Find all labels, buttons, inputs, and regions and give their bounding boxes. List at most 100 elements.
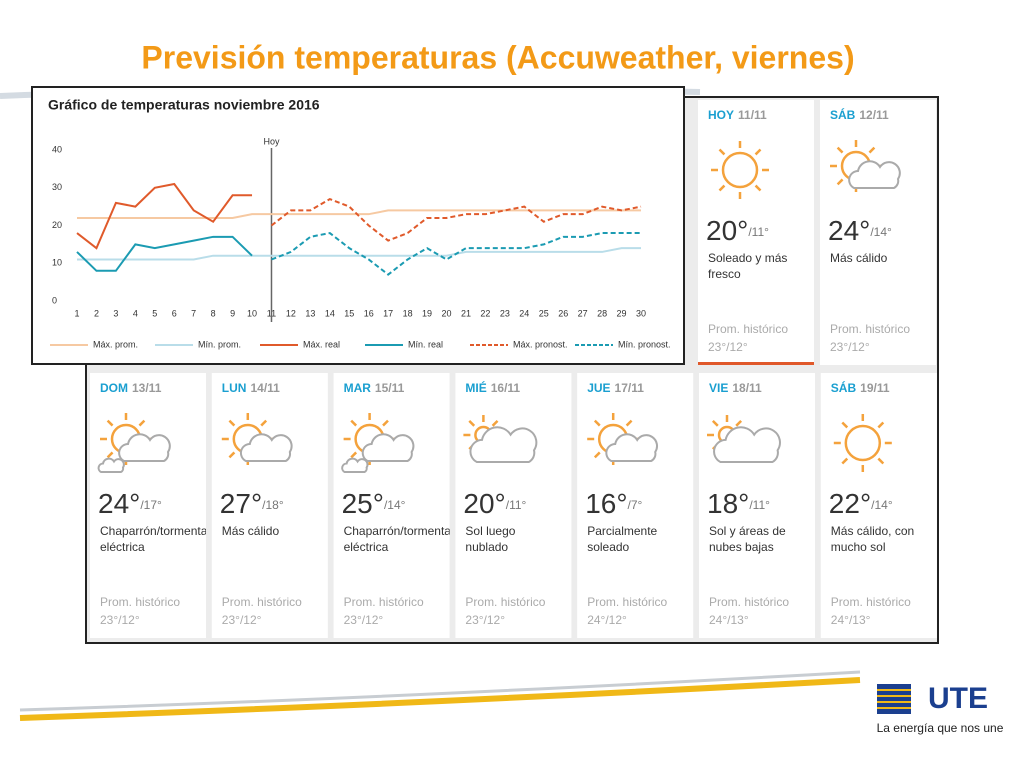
x-tick-label: 17 <box>383 308 393 318</box>
card-hist-label: Prom. histórico <box>222 595 302 609</box>
card-hist-label: Prom. histórico <box>344 595 424 609</box>
deco-swoosh <box>19 677 861 721</box>
card-desc: Más cálido <box>222 524 280 538</box>
series-line <box>76 182 253 250</box>
card-date: HOY 11/11 <box>708 108 767 122</box>
y-tick-label: 40 <box>52 144 62 154</box>
card-high: 20° <box>463 488 505 519</box>
card-temp: 22°/14° <box>829 488 893 519</box>
card-content: VIE 18/11 18°/11° Sol y áreas de nubes bajas… <box>707 381 789 627</box>
icon-ray <box>350 451 358 459</box>
icon-cloud <box>118 433 171 462</box>
card-bg <box>455 373 572 638</box>
card-day: JUE <box>587 381 610 395</box>
icon-ray <box>754 148 762 156</box>
icon-ray <box>491 419 499 427</box>
logo-stripes <box>877 689 911 709</box>
slide-title: Previsión temperaturas (Accuweather, vie… <box>141 39 854 75</box>
forecast-card: HOY 11/11 20°/11° Soleado y más fresco Prom. … <box>698 100 814 365</box>
x-tick-label: 18 <box>403 308 413 318</box>
icon-ray <box>877 457 885 465</box>
icon-ray <box>735 419 743 427</box>
card-hist: 24°/13° <box>831 613 871 627</box>
forecast-card: DOM 13/11 24°/17° Chaparrón/tormenta eléctri… <box>90 373 206 638</box>
icon-ray <box>754 184 762 192</box>
x-tick-label: 16 <box>364 308 374 318</box>
icon-ray <box>260 419 268 427</box>
icon-sun <box>721 151 759 189</box>
card-content: SÁB 12/11 24°/14° Más cálido Prom. histórico… <box>828 107 910 354</box>
legend-label: Máx. pronost. <box>513 339 568 349</box>
card-hist: 23°/12° <box>465 613 505 627</box>
card-daynum: 13/11 <box>132 381 162 395</box>
card-low: /14° <box>871 498 893 512</box>
icon-cloud <box>239 433 293 462</box>
card-day: DOM <box>100 381 128 395</box>
x-tick-label: 5 <box>152 308 157 318</box>
card-date: MAR 15/11 <box>344 381 405 395</box>
card-desc: Más cálido <box>830 251 888 265</box>
legend-label: Máx. prom. <box>93 339 138 349</box>
x-tick-label: 24 <box>519 308 529 318</box>
icon-ray <box>350 419 358 427</box>
card-low: /17° <box>140 498 162 512</box>
icon-cloud <box>341 457 369 473</box>
card-daynum: 17/11 <box>615 381 645 395</box>
icon-ray <box>106 419 114 427</box>
logo-mark <box>877 684 911 714</box>
y-tick-label: 10 <box>52 258 62 268</box>
card-day: HOY <box>708 108 734 122</box>
card-desc: fresco <box>708 267 741 281</box>
card-daynum: 16/11 <box>491 381 521 395</box>
card-content: SÁB 19/11 22°/14° Más cálido, con mucho sol P… <box>829 380 914 627</box>
card-temp: 16°/7° <box>585 488 642 519</box>
card-bg <box>698 100 814 365</box>
icon-cloud <box>605 433 658 462</box>
card-hist-label: Prom. histórico <box>831 595 911 609</box>
card-day: SÁB <box>830 107 856 122</box>
card-bg <box>699 373 815 638</box>
x-tick-label: 14 <box>325 308 335 318</box>
x-tick-label: 2 <box>94 308 99 318</box>
card-desc: mucho sol <box>831 540 886 554</box>
x-tick-label: 1 <box>74 308 79 318</box>
logo: UTE La energía que nos une <box>877 682 1004 735</box>
card-temp: 24°/14° <box>828 215 892 246</box>
x-tick-label: 13 <box>305 308 315 318</box>
card-hist-label: Prom. histórico <box>587 595 667 609</box>
card-content: MIÉ 16/11 20°/11° Sol luego nublado Prom. his… <box>463 380 546 627</box>
x-tick-label: 28 <box>597 308 607 318</box>
card-hist: 23°/12° <box>100 613 140 627</box>
card-temp: 20°/11° <box>706 215 769 246</box>
x-tick-label: 15 <box>344 308 354 318</box>
card-bg <box>333 373 450 638</box>
card-high: 24° <box>828 215 870 246</box>
icon-ray <box>836 146 844 154</box>
series-line <box>77 209 641 219</box>
card-desc: Sol y áreas de <box>709 524 786 538</box>
icon-ray <box>138 419 146 427</box>
card-temp: 20°/11° <box>463 488 526 519</box>
icon-cloud <box>713 426 781 463</box>
card-desc: Chaparrón/tormenta <box>344 524 452 538</box>
x-tick-label: 10 <box>247 308 257 318</box>
card-desc: eléctrica <box>100 540 145 554</box>
card-day: VIE <box>709 381 728 395</box>
card-low: /7° <box>628 498 643 512</box>
card-hist: 24°/12° <box>587 613 627 627</box>
legend-label: Máx. real <box>303 339 340 349</box>
card-hist: 23°/12° <box>344 613 384 627</box>
card-high: 27° <box>220 488 262 519</box>
series-line <box>77 247 641 261</box>
legend-label: Mín. real <box>408 339 443 349</box>
icon-ray <box>106 451 114 459</box>
icon-ray <box>841 421 849 429</box>
card-daynum: 12/11 <box>859 108 889 122</box>
icon-ray <box>593 451 601 459</box>
forecast-card: JUE 17/11 16°/7° Parcialmente soleado Prom. h… <box>577 373 694 638</box>
card-high: 24° <box>98 488 140 519</box>
logo-tagline: La energía que nos une <box>877 721 1004 735</box>
x-tick-label: 7 <box>191 308 196 318</box>
card-date: SÁB 12/11 <box>830 107 889 122</box>
